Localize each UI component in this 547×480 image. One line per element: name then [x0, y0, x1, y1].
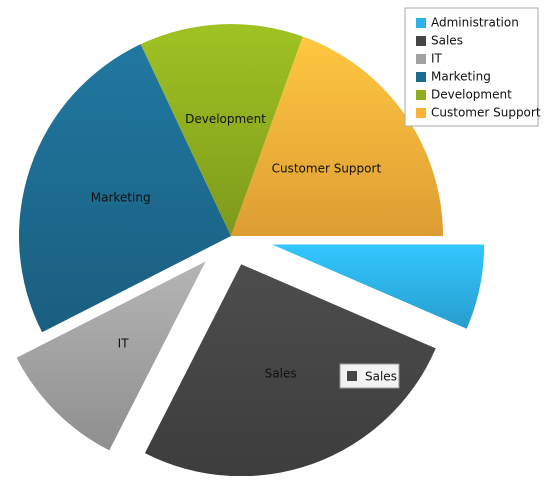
slice [19, 44, 232, 333]
slice [272, 244, 485, 329]
slice [144, 264, 436, 477]
slice [16, 261, 206, 451]
legend-swatch [416, 90, 426, 100]
slice [140, 24, 303, 237]
legend-label: Development [431, 88, 512, 102]
legend-box [404, 7, 539, 127]
slice-labels: Sales IT Marketing Development Customer Supp… [91, 112, 382, 380]
legend-swatch [416, 108, 426, 118]
legend-label: Administration [431, 16, 519, 30]
slice-label: Customer Support [272, 161, 382, 175]
tooltip: Sales [339, 363, 400, 389]
legend-swatch [416, 72, 426, 82]
legend-label: IT [431, 52, 443, 66]
slice-label: IT [118, 336, 130, 350]
legend-label: Marketing [431, 70, 491, 84]
legend-swatch [416, 36, 426, 46]
legend-swatch [416, 18, 426, 28]
slice-label: Development [185, 112, 266, 126]
legend-label: Customer Support [431, 106, 541, 120]
slice-label: Sales [265, 366, 297, 380]
tooltip-swatch [347, 371, 357, 381]
pie [16, 24, 485, 477]
legend-swatch [416, 54, 426, 64]
slice [231, 36, 443, 236]
legend-label: Sales [431, 34, 463, 48]
legend: Administration Sales IT Marketing Developmen… [416, 16, 541, 120]
tooltip-text: Sales [365, 370, 397, 384]
slice-label: Marketing [91, 191, 151, 205]
